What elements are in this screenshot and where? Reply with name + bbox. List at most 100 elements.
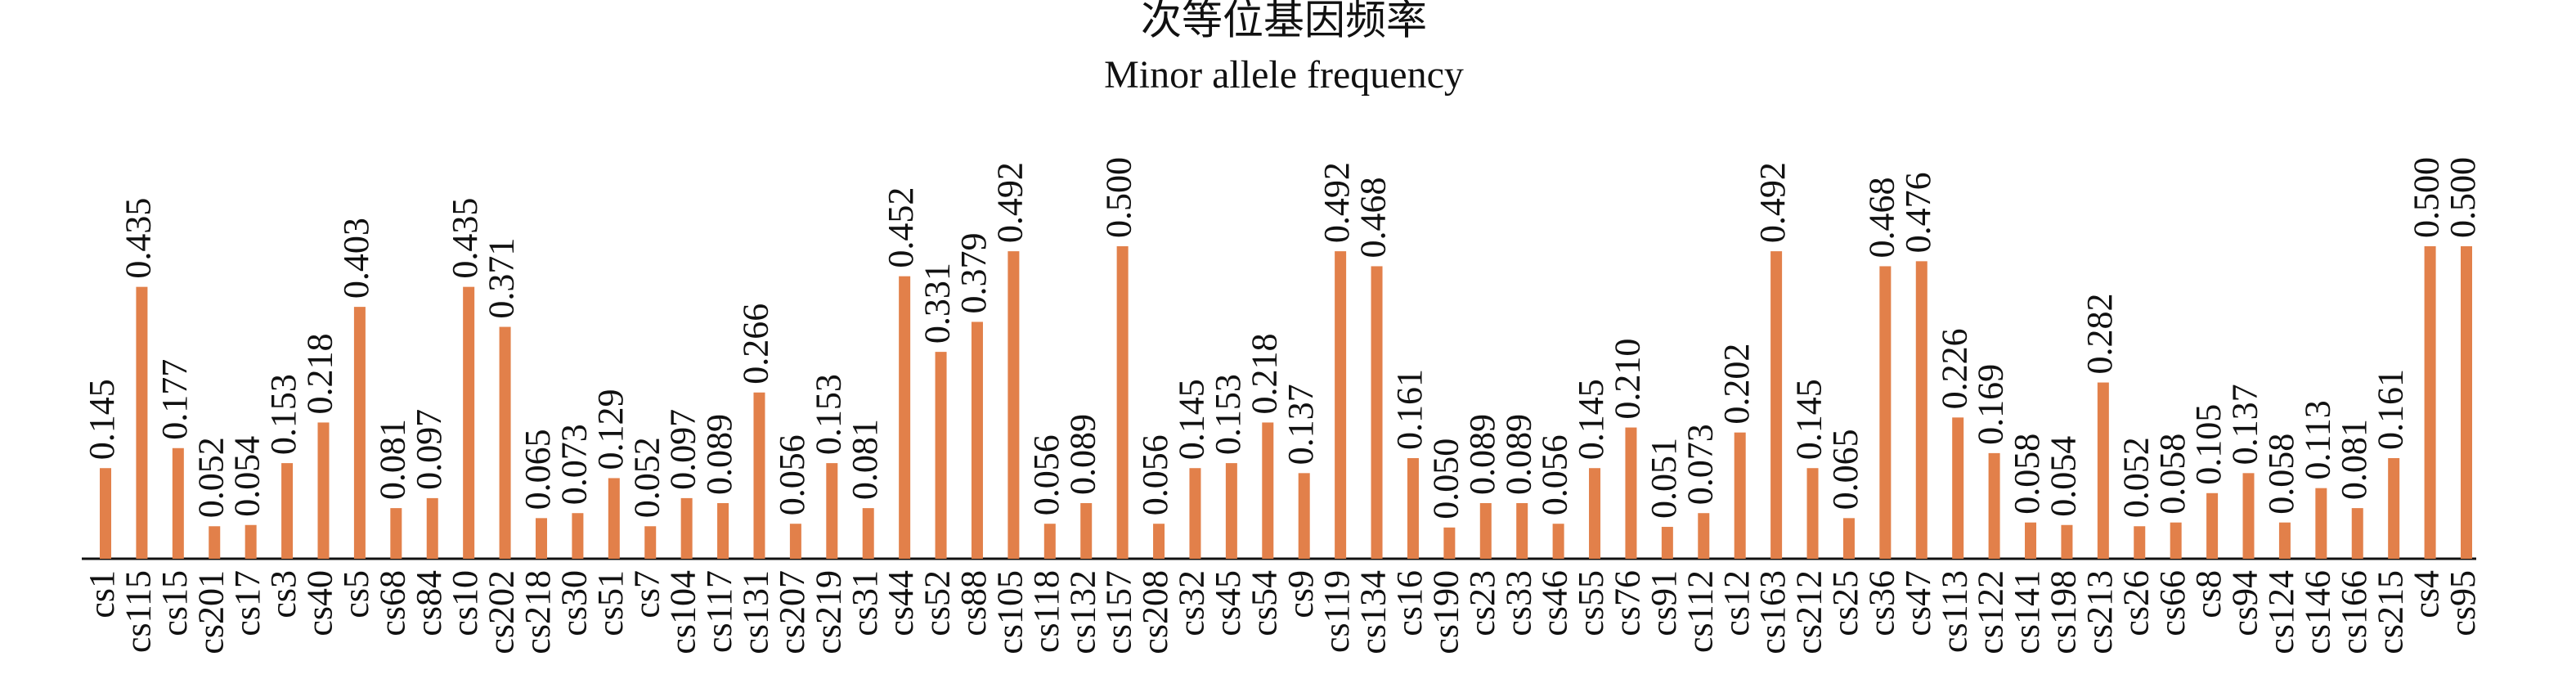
bar bbox=[1335, 251, 1347, 559]
x-tick-label: cs51 bbox=[590, 570, 631, 636]
value-label: 0.226 bbox=[1934, 328, 1974, 409]
x-tick-label: cs66 bbox=[2152, 570, 2192, 636]
x-tick-label: cs157 bbox=[1099, 570, 1139, 654]
x-tick-label: cs5 bbox=[336, 570, 376, 618]
value-label: 0.058 bbox=[2261, 434, 2301, 515]
value-label: 0.073 bbox=[554, 424, 594, 505]
bar bbox=[2315, 488, 2327, 559]
value-label: 0.089 bbox=[1498, 414, 1538, 495]
value-label: 0.403 bbox=[336, 218, 376, 299]
bar bbox=[426, 497, 438, 559]
value-label: 0.081 bbox=[845, 419, 885, 500]
bar bbox=[136, 286, 148, 559]
value-label: 0.097 bbox=[663, 409, 703, 490]
x-tick-label: cs10 bbox=[445, 570, 485, 636]
bar bbox=[2170, 522, 2182, 559]
bar bbox=[535, 518, 547, 559]
bar bbox=[1552, 524, 1564, 559]
x-tick-label: cs4 bbox=[2407, 570, 2447, 618]
value-label: 0.331 bbox=[918, 263, 958, 344]
value-label: 0.054 bbox=[2044, 436, 2084, 517]
bar bbox=[245, 524, 257, 559]
value-label: 0.435 bbox=[119, 198, 159, 279]
bar bbox=[1806, 468, 1819, 559]
value-label: 0.500 bbox=[1099, 157, 1139, 238]
x-tick-label: cs146 bbox=[2297, 570, 2337, 654]
x-tick-label: cs31 bbox=[845, 570, 885, 636]
bar bbox=[2134, 526, 2146, 559]
bar bbox=[1225, 463, 1237, 559]
x-tick-label: cs124 bbox=[2261, 570, 2301, 654]
bar bbox=[172, 447, 184, 559]
bar bbox=[1443, 527, 1456, 559]
bar bbox=[1625, 427, 1637, 559]
bar bbox=[935, 352, 947, 559]
x-tick-label: cs219 bbox=[808, 570, 848, 654]
x-tick-label: cs94 bbox=[2225, 570, 2265, 636]
bar bbox=[971, 322, 983, 559]
x-tick-label: cs16 bbox=[1389, 570, 1429, 636]
value-label: 0.452 bbox=[881, 187, 921, 268]
x-tick-label: cs17 bbox=[227, 570, 267, 636]
bar bbox=[1189, 468, 1201, 559]
bar bbox=[1952, 417, 1964, 559]
value-label: 0.202 bbox=[1717, 344, 1757, 425]
value-label: 0.056 bbox=[772, 434, 812, 515]
x-tick-label: cs117 bbox=[699, 570, 739, 653]
bar bbox=[1043, 524, 1056, 559]
x-tick-label: cs23 bbox=[1462, 570, 1502, 636]
bar bbox=[281, 463, 294, 559]
bar bbox=[1008, 251, 1020, 559]
value-label: 0.153 bbox=[263, 374, 303, 455]
x-tick-label: cs119 bbox=[1317, 570, 1357, 653]
value-label: 0.476 bbox=[1898, 172, 1938, 253]
x-tick-label: cs25 bbox=[1825, 570, 1865, 636]
value-label: 0.050 bbox=[1425, 438, 1465, 519]
x-tick-label: cs131 bbox=[736, 570, 776, 654]
value-label: 0.054 bbox=[227, 436, 267, 517]
x-tick-label: cs115 bbox=[119, 570, 159, 653]
value-label: 0.379 bbox=[954, 232, 994, 313]
value-label: 0.113 bbox=[2297, 400, 2337, 479]
x-tick-label: cs113 bbox=[1934, 570, 1974, 653]
x-tick-label: cs44 bbox=[881, 570, 921, 636]
bar bbox=[644, 526, 657, 559]
x-tick-label: cs104 bbox=[663, 570, 703, 654]
bar bbox=[1298, 473, 1310, 559]
x-tick-label: cs218 bbox=[518, 570, 558, 654]
bar bbox=[1080, 503, 1093, 559]
value-label: 0.371 bbox=[482, 238, 522, 319]
value-label: 0.137 bbox=[1281, 384, 1321, 465]
x-tick-label: cs208 bbox=[1135, 570, 1175, 654]
value-label: 0.058 bbox=[2007, 434, 2047, 515]
bar bbox=[353, 307, 366, 559]
value-label: 0.161 bbox=[1389, 369, 1429, 450]
value-label: 0.105 bbox=[2188, 404, 2228, 485]
value-label: 0.137 bbox=[2225, 384, 2265, 465]
x-tick-label: cs68 bbox=[372, 570, 412, 636]
bar bbox=[1407, 457, 1419, 559]
bar bbox=[463, 286, 475, 559]
bar bbox=[1516, 503, 1528, 559]
x-tick-label: cs202 bbox=[482, 570, 522, 654]
bar bbox=[826, 463, 838, 559]
value-label: 0.492 bbox=[1752, 162, 1793, 243]
value-label: 0.058 bbox=[2152, 434, 2192, 515]
x-tick-label: cs30 bbox=[554, 570, 594, 636]
value-label: 0.210 bbox=[1608, 339, 1648, 420]
bar bbox=[1879, 266, 1892, 559]
x-tick-label: cs3 bbox=[263, 570, 303, 618]
x-tick-label: cs32 bbox=[1172, 570, 1212, 636]
bar bbox=[2025, 522, 2037, 559]
x-tick-label: cs134 bbox=[1353, 570, 1393, 654]
bar bbox=[1479, 503, 1492, 559]
bar bbox=[2097, 382, 2109, 559]
value-label: 0.145 bbox=[1571, 379, 1611, 460]
value-label: 0.052 bbox=[191, 437, 231, 518]
bar bbox=[1262, 422, 1274, 559]
bar bbox=[789, 524, 801, 559]
bar bbox=[2461, 246, 2472, 559]
x-tick-label: cs91 bbox=[1644, 570, 1684, 636]
bar bbox=[899, 276, 911, 559]
